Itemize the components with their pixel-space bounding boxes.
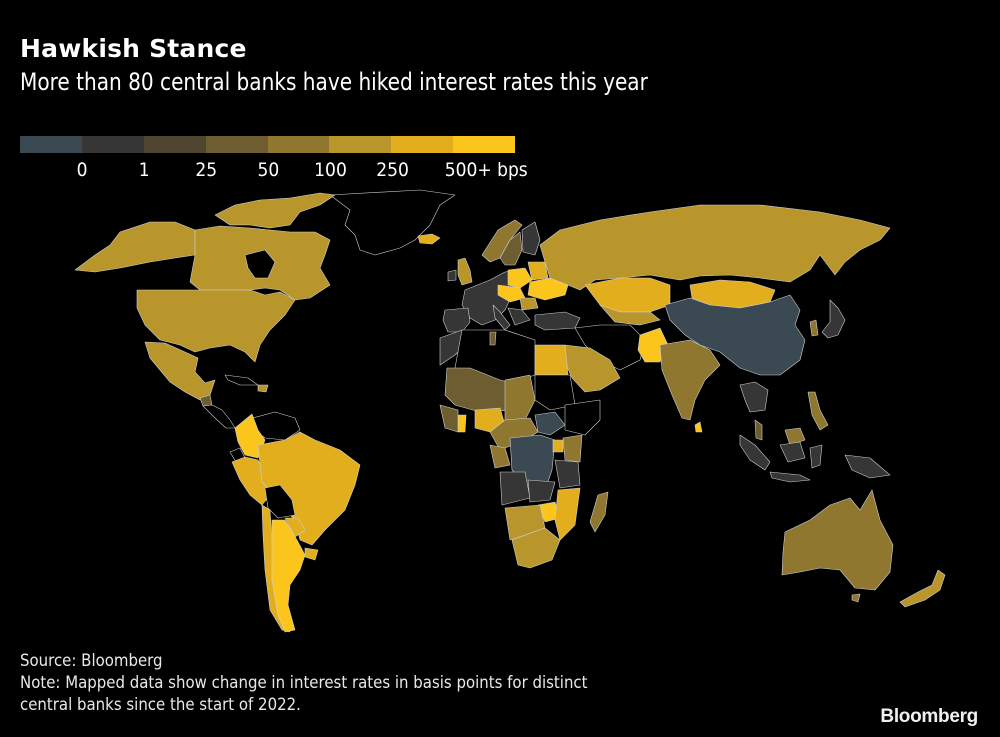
region-romania: [519, 297, 539, 311]
data-note-line-2: central banks since the start of 2022.: [20, 695, 301, 715]
legend-swatch-25: [205, 136, 268, 153]
region-indonesia-java: [769, 471, 811, 483]
region-bolivia: [264, 484, 296, 519]
chart-footer: Source: Bloomberg Note: Mapped data show…: [20, 650, 588, 716]
region-canada-islands: [214, 192, 336, 229]
region-sweden: [499, 231, 523, 266]
region-finland: [521, 221, 541, 256]
region-gabon-congo: [489, 444, 511, 469]
legend-tick-labels: 0 1 25 50 100 250 500+ bps: [20, 159, 528, 183]
legend-swatch-0: [81, 136, 144, 153]
region-dominican-republic: [257, 384, 269, 393]
region-chad: [504, 374, 536, 421]
legend-tick: 500+ bps: [444, 159, 528, 181]
legend-color-bar: [20, 136, 515, 153]
region-malaysia: [754, 419, 763, 441]
region-belarus: [527, 261, 549, 281]
region-chile: [261, 504, 291, 633]
region-central-asia: [599, 304, 661, 326]
region-kenya: [562, 434, 583, 463]
region-norway: [481, 219, 523, 263]
chart-title: Hawkish Stance: [20, 34, 247, 63]
region-south-sudan: [534, 411, 566, 436]
region-south-korea: [809, 319, 819, 337]
region-japan: [821, 299, 846, 339]
region-tunisia: [489, 331, 497, 346]
color-legend: 0 1 25 50 100 250 500+ bps: [20, 136, 528, 183]
legend-swatch-1: [143, 136, 206, 153]
region-india: [659, 339, 721, 421]
region-kazakhstan: [584, 277, 671, 313]
legend-tick: 0: [76, 159, 88, 181]
region-thailand: [739, 381, 769, 413]
region-indonesia-borneo: [779, 441, 806, 463]
region-madagascar: [589, 491, 609, 533]
region-mozambique: [554, 487, 581, 541]
region-uruguay: [304, 547, 319, 561]
region-indonesia-sumatra: [739, 434, 771, 471]
region-ghana: [457, 414, 467, 433]
legend-swatch-500: [453, 136, 515, 153]
legend-swatch-50: [267, 136, 330, 153]
region-italy: [492, 304, 511, 331]
region-egypt: [534, 344, 569, 376]
data-note-line-1: Note: Mapped data show change in interes…: [20, 673, 588, 693]
region-china: [664, 294, 806, 376]
region-turkey: [534, 311, 581, 331]
region-iberia: [442, 307, 471, 333]
legend-tick: 1: [138, 159, 150, 181]
legend-swatch-100: [329, 136, 392, 153]
region-ireland: [447, 269, 457, 282]
region-alaska: [74, 221, 196, 273]
region-balkans: [507, 307, 531, 326]
legend-tick: 25: [195, 159, 218, 181]
region-tasmania: [851, 593, 861, 603]
legend-swatch-250: [391, 136, 454, 153]
legend-tick: 50: [257, 159, 280, 181]
region-south-africa: [511, 527, 561, 569]
region-uganda: [552, 439, 564, 453]
region-angola: [499, 471, 531, 506]
region-hudson-bay: [244, 249, 276, 279]
region-sri-lanka: [694, 421, 703, 433]
region-borneo-malaysia: [784, 427, 806, 446]
region-russia: [539, 204, 891, 291]
region-czech-hungary: [497, 284, 526, 303]
region-iceland: [417, 233, 441, 245]
region-australia: [781, 489, 894, 591]
region-argentina: [271, 519, 306, 633]
region-poland: [507, 267, 533, 289]
region-mexico: [144, 341, 216, 401]
region-new-zealand: [899, 569, 946, 608]
region-papua-new-guinea: [844, 454, 891, 479]
region-greenland: [329, 189, 456, 256]
region-tanzania: [554, 459, 581, 489]
legend-tick: 100: [314, 159, 347, 181]
region-philippines: [807, 391, 829, 431]
region-united-states: [136, 289, 296, 363]
region-indonesia-sulawesi: [809, 444, 823, 469]
legend-swatch-cut: [20, 136, 82, 153]
region-united-kingdom: [457, 257, 473, 286]
chart-subtitle: More than 80 central banks have hiked in…: [20, 68, 648, 96]
world-map: [74, 189, 946, 633]
region-zambia: [527, 479, 556, 503]
region-ethiopia-somalia: [564, 399, 601, 436]
source-note: Source: Bloomberg: [20, 651, 163, 671]
legend-tick: 250: [376, 159, 409, 181]
region-sudan: [534, 374, 576, 411]
bloomberg-logo: Bloomberg: [880, 706, 978, 727]
region-cuba: [224, 374, 259, 386]
region-west-africa-coast: [439, 404, 459, 433]
region-central-america: [202, 404, 236, 429]
